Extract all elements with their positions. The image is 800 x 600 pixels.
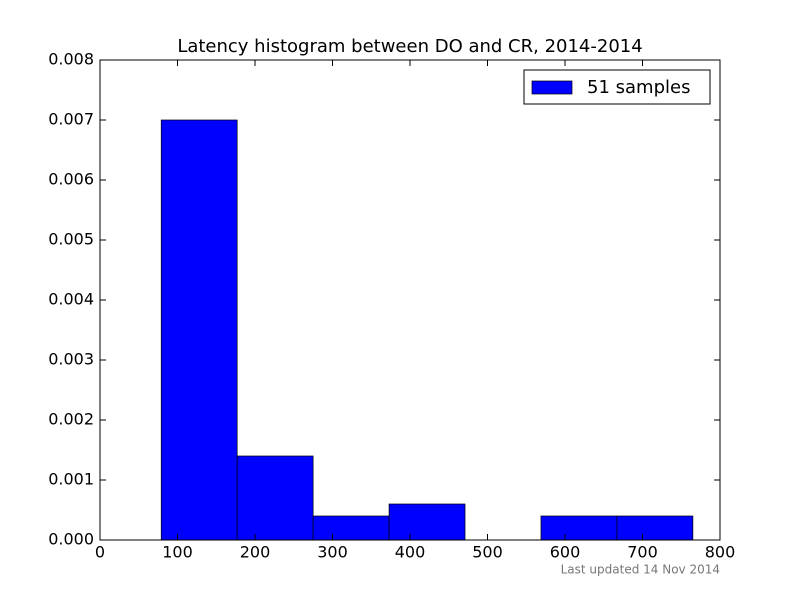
- footnote: Last updated 14 Nov 2014: [561, 563, 720, 577]
- y-tick-label: 0.005: [48, 230, 94, 249]
- x-tick-label: 600: [550, 543, 581, 562]
- y-tick-label: 0.008: [48, 50, 94, 69]
- x-tick-label: 400: [395, 543, 426, 562]
- x-tick-label: 300: [317, 543, 348, 562]
- x-tick-label: 0: [95, 543, 105, 562]
- legend-swatch: [531, 80, 573, 95]
- y-tick-label: 0.003: [48, 350, 94, 369]
- legend-label: 51 samples: [587, 77, 690, 98]
- chart-title: Latency histogram between DO and CR, 201…: [177, 36, 642, 57]
- x-tick-label: 100: [162, 543, 193, 562]
- y-tick-label: 0.002: [48, 410, 94, 429]
- y-tick-label: 0.006: [48, 170, 94, 189]
- histogram-bar: [388, 503, 466, 541]
- y-tick-label: 0.000: [48, 530, 94, 549]
- x-tick-label: 800: [705, 543, 736, 562]
- histogram-bar: [160, 119, 238, 541]
- histogram-bar: [236, 455, 314, 541]
- x-tick-label: 200: [240, 543, 271, 562]
- x-tick-label: 700: [627, 543, 658, 562]
- y-tick-label: 0.001: [48, 470, 94, 489]
- y-tick-label: 0.004: [48, 290, 94, 309]
- histogram-bar: [540, 515, 618, 541]
- histogram-bar: [312, 515, 390, 541]
- x-tick-label: 500: [472, 543, 503, 562]
- histogram-bar: [616, 515, 694, 541]
- y-tick-label: 0.007: [48, 110, 94, 129]
